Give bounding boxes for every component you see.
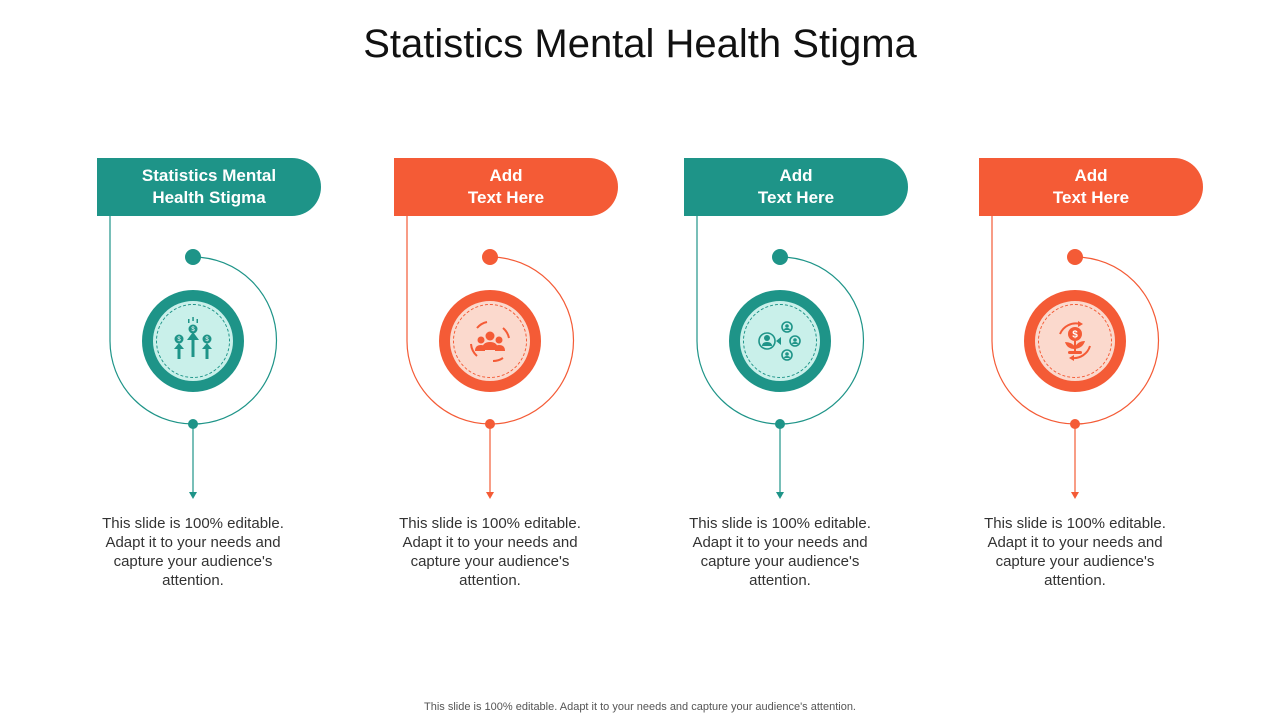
money-growth-arrows-icon: $ $ $	[156, 304, 230, 378]
step-description-1: This slide is 100% editable. Adapt it to…	[102, 515, 284, 589]
money-plant-cycle-icon: $	[1038, 304, 1112, 378]
step-description-4: This slide is 100% editable. Adapt it to…	[984, 515, 1166, 589]
user-network-icon	[743, 304, 817, 378]
team-cycle-icon	[453, 304, 527, 378]
step-heading-line2: Text Here	[757, 188, 835, 207]
connector-curve	[406, 216, 575, 499]
icon-ring-3	[729, 290, 831, 392]
step-heading-line1: Add	[779, 166, 813, 185]
step-heading-line2: Text Here	[1052, 188, 1130, 207]
step-heading-line1: Statistics Mental	[141, 166, 277, 185]
step-description-2: This slide is 100% editable. Adapt it to…	[399, 515, 581, 589]
step-column-3: Add Text Here This slid	[683, 0, 983, 720]
svg-text:$: $	[205, 337, 209, 343]
svg-text:$: $	[191, 327, 195, 333]
step-heading-tab-2: Add Text Here	[394, 158, 618, 216]
step-column-1: Statistics Mental Health Stigma $ $ $	[96, 0, 396, 720]
icon-ring-2	[439, 290, 541, 392]
step-heading-line1: Add	[489, 166, 523, 185]
step-heading-tab-1: Statistics Mental Health Stigma	[97, 158, 321, 216]
connector-curve	[696, 216, 865, 499]
step-heading-line1: Add	[1074, 166, 1108, 185]
step-heading-line2: Health Stigma	[152, 188, 266, 207]
step-heading-tab-4: Add Text Here	[979, 158, 1203, 216]
slide-title: Statistics Mental Health Stigma	[363, 22, 917, 66]
svg-text:$: $	[177, 337, 181, 343]
step-heading-tab-3: Add Text Here	[684, 158, 908, 216]
connector-curve	[109, 216, 278, 499]
svg-text:$: $	[1072, 330, 1078, 341]
icon-ring-4: $	[1024, 290, 1126, 392]
step-heading-line2: Text Here	[467, 188, 545, 207]
step-column-2: Add Text Here This slide is 100% e	[393, 0, 693, 720]
icon-ring-1: $ $ $	[142, 290, 244, 392]
step-column-4: Add Text Here $	[978, 0, 1278, 720]
connector-curve	[991, 216, 1160, 499]
footer-note: This slide is 100% editable. Adapt it to…	[424, 701, 856, 713]
step-description-3: This slide is 100% editable. Adapt it to…	[689, 515, 871, 589]
